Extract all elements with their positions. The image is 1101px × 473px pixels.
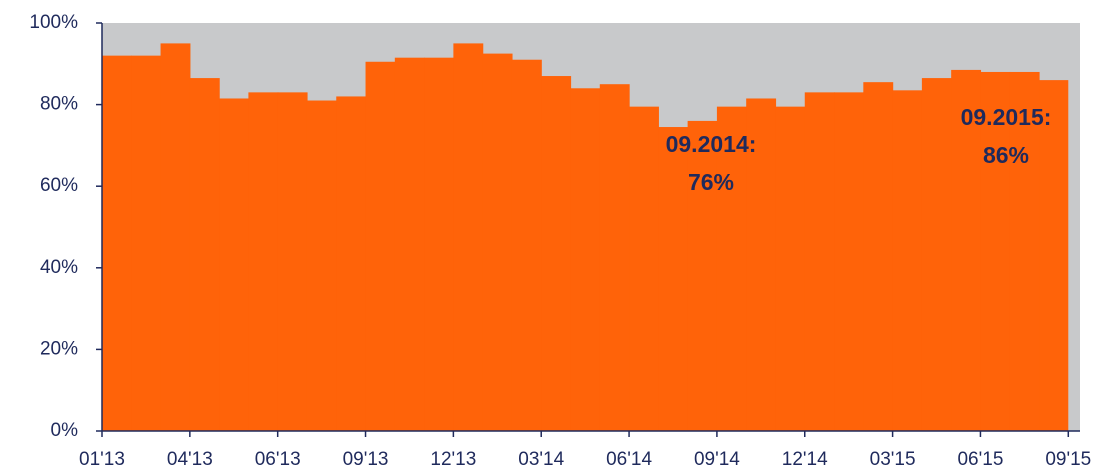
area-step xyxy=(1009,71,1040,432)
y-tick-label: 40% xyxy=(40,257,78,278)
area-step xyxy=(599,84,630,431)
area-step xyxy=(277,92,308,432)
area-step xyxy=(980,71,1011,432)
y-tick-label: 60% xyxy=(40,175,78,196)
area-step xyxy=(892,90,923,431)
area-step xyxy=(482,53,513,431)
area-step xyxy=(921,78,952,431)
y-tick-label: 20% xyxy=(40,338,78,359)
area-step xyxy=(336,96,367,431)
area-step xyxy=(629,106,659,431)
area-step xyxy=(219,98,250,431)
x-tick-label: 09'15 xyxy=(1045,449,1091,470)
area-step xyxy=(189,78,220,431)
area-step xyxy=(511,59,542,431)
annotation: 86% xyxy=(983,142,1029,168)
area-step xyxy=(658,127,689,431)
y-tick-label: 80% xyxy=(40,94,78,115)
x-tick-label: 06'14 xyxy=(606,449,652,470)
area-step xyxy=(716,106,747,431)
area-step xyxy=(306,100,337,432)
area-step xyxy=(951,69,982,432)
area-step xyxy=(775,106,806,431)
area-step xyxy=(102,55,132,431)
y-tick-label: 100% xyxy=(29,12,78,33)
area-step xyxy=(365,61,396,431)
area-step xyxy=(804,92,835,432)
area-step xyxy=(248,92,279,432)
area-step xyxy=(541,76,572,431)
area-step xyxy=(453,43,484,432)
area-step xyxy=(394,57,425,432)
x-tick-label: 06'15 xyxy=(957,449,1003,470)
annotation: 09.2015: xyxy=(961,104,1052,130)
x-tick-label: 09'13 xyxy=(343,449,389,470)
x-tick-label: 01'13 xyxy=(79,449,125,470)
area-step xyxy=(131,55,162,431)
x-tick-label: 03'15 xyxy=(870,449,916,470)
area-step xyxy=(834,92,864,432)
x-tick-label: 09'14 xyxy=(694,449,740,470)
area-step xyxy=(746,98,777,431)
area-step xyxy=(570,88,601,431)
area-step xyxy=(687,120,718,432)
area-step xyxy=(863,82,894,431)
x-tick-label: 06'13 xyxy=(255,449,301,470)
area-step xyxy=(424,57,454,432)
annotation: 76% xyxy=(688,169,734,195)
x-tick-label: 04'13 xyxy=(167,449,213,470)
x-tick-label: 12'13 xyxy=(430,449,476,470)
area-step xyxy=(160,43,191,432)
x-tick-label: 12'14 xyxy=(782,449,828,470)
y-tick-label: 0% xyxy=(51,420,79,441)
x-tick-label: 03'14 xyxy=(518,449,564,470)
annotation: 09.2014: xyxy=(666,131,757,157)
area-step xyxy=(1039,80,1069,432)
